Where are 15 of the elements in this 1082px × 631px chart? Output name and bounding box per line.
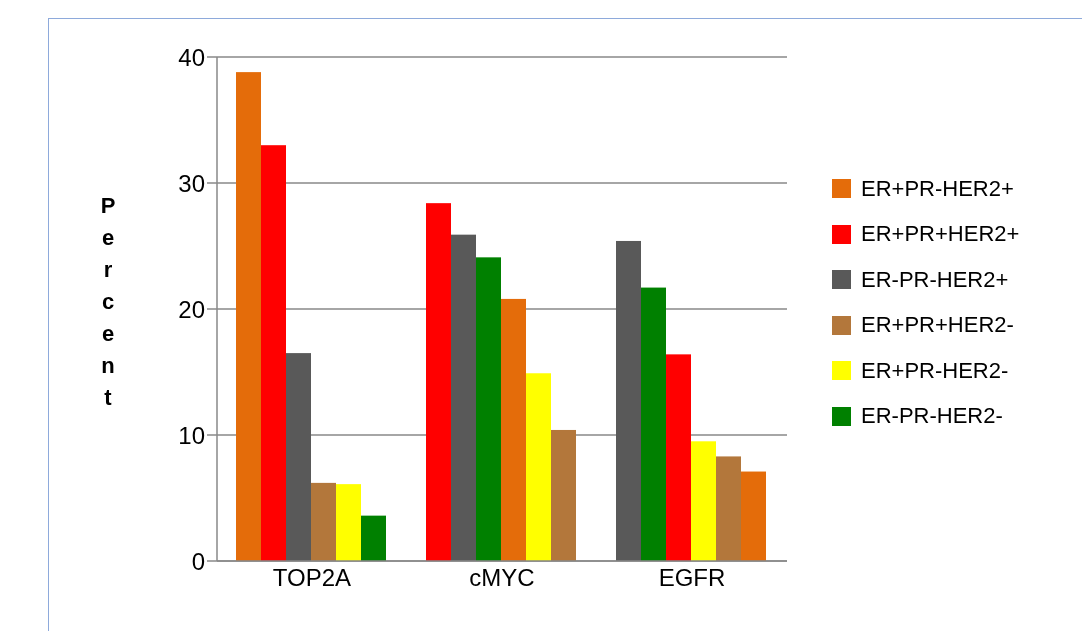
legend-label: ER+PR-HER2+ (861, 175, 1014, 202)
legend-label: ER-PR-HER2+ (861, 266, 1009, 293)
legend-label: ER+PR-HER2- (861, 357, 1009, 384)
y-tick-label: 30 (178, 169, 205, 197)
y-tick-label: 10 (178, 421, 205, 449)
x-tick-label: TOP2A (272, 564, 352, 592)
y-axis-title: Percent (100, 193, 116, 410)
y-tick-label: 0 (191, 547, 205, 575)
legend-label: ER-PR-HER2- (861, 403, 1003, 430)
y-tick-label: 20 (178, 295, 205, 323)
x-tick-label: cMYC (469, 564, 535, 592)
legend-label: ER+PR+HER2+ (861, 221, 1020, 248)
y-tick-label: 40 (178, 43, 205, 71)
x-tick-label: EGFR (658, 564, 726, 592)
legend-label: ER+PR+HER2- (861, 312, 1014, 339)
